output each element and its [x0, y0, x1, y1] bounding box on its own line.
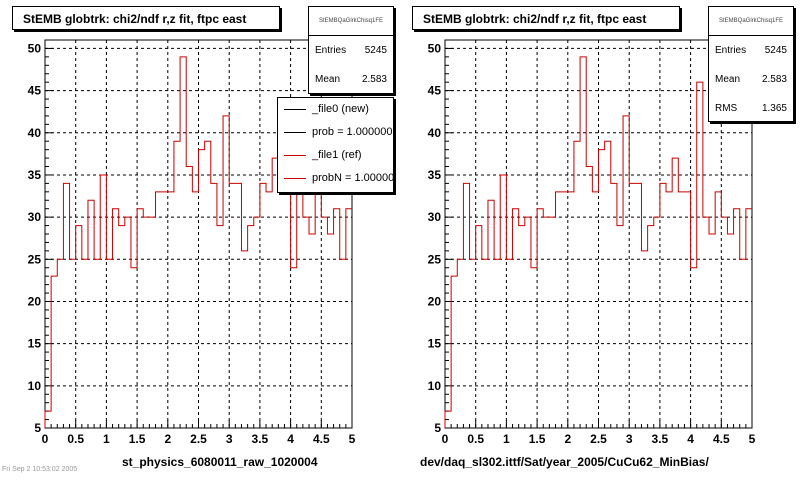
left-x-tick-label-9: 4.5: [313, 432, 330, 446]
right-x-tick-label-10: 5: [749, 432, 756, 446]
right-x-axis-label: dev/daq_sl302.ittf/Sat/year_2005/CuCu62_…: [420, 455, 709, 469]
left-y-tick-label-4: 25: [28, 252, 42, 266]
right-y-tick-label-6: 35: [428, 168, 442, 182]
right-x-tick-label-2: 1: [503, 432, 510, 446]
right-stats-rms: RMS 1.365: [715, 103, 787, 114]
right-x-tick-label-3: 1.5: [529, 432, 546, 446]
left-x-tick-label-0: 0: [42, 432, 49, 446]
legend-line-file1: [284, 155, 306, 156]
left-x-axis-label: st_physics_6080011_raw_1020004: [122, 455, 318, 469]
legend-box: _file0 (new) prob = 1.000000 _file1 (ref…: [277, 97, 394, 193]
right-x-tick-label-0: 0: [442, 432, 449, 446]
right-stats-name: StEMBQaGlrkChisq1FE: [709, 7, 793, 36]
legend-line-file0: [284, 109, 306, 110]
left-x-tick-label-4: 2: [164, 432, 171, 446]
right-y-tick-label-3: 20: [428, 294, 442, 308]
left-y-tick-label-3: 20: [28, 294, 42, 308]
left-y-tick-label-1: 10: [28, 379, 42, 393]
legend-line-prob: [284, 132, 306, 133]
left-chart-title: StEMB globtrk: chi2/ndf r,z fit, ftpc ea…: [12, 6, 280, 30]
legend-line-probn: [284, 178, 306, 179]
right-x-tick-label-1: 0.5: [467, 432, 484, 446]
right-y-tick-label-2: 15: [428, 337, 442, 351]
right-x-tick-label-9: 4.5: [713, 432, 730, 446]
left-x-tick-label-6: 3: [226, 432, 233, 446]
left-stats-mean: Mean 2.583: [315, 74, 387, 85]
right-chart-panel: 0 0.5 1 1.5 2 2.5 3 3.5 4 4.5 5 5 10 15 20 25 30 35 40 45 50…: [400, 0, 800, 480]
left-chart-panel: 0 0.5 1 1.5 2 2.5 3 3.5 4 4.5 5 5 10 15 20 25 30 35 40 45 50…: [2, 6, 394, 473]
legend-entry-file1: _file1 (ref): [278, 144, 393, 167]
right-series-0-line: [444, 56, 752, 428]
right-y-tick-label-0: 5: [434, 421, 441, 435]
legend-entry-file0: _file0 (new): [278, 98, 393, 121]
right-x-tick-label-6: 3: [626, 432, 633, 446]
left-x-tick-label-1: 0.5: [67, 432, 84, 446]
right-y-tick-label-8: 45: [428, 84, 442, 98]
left-x-tick-label-7: 3.5: [252, 432, 269, 446]
left-x-tick-label-8: 4: [287, 432, 294, 446]
left-x-tick-label-5: 2.5: [190, 432, 207, 446]
right-y-tick-label-9: 50: [428, 41, 442, 55]
left-stats-box: StEMBQaGlrkChisq1FE Entries 5245 Mean 2.58…: [308, 6, 394, 94]
left-y-tick-label-5: 30: [28, 210, 42, 224]
legend-entry-prob: prob = 1.000000: [278, 121, 393, 144]
right-x-tick-label-4: 2: [564, 432, 571, 446]
left-y-tick-label-8: 45: [28, 84, 42, 98]
left-y-tick-label-9: 50: [28, 41, 42, 55]
left-y-tick-label-6: 35: [28, 168, 42, 182]
left-y-tick-label-2: 15: [28, 337, 42, 351]
left-x-tick-label-3: 1.5: [129, 432, 146, 446]
left-y-tick-label-0: 5: [34, 421, 41, 435]
timestamp: Fri Sep 2 10:53:02 2005: [2, 466, 78, 473]
right-y-tick-label-1: 10: [428, 379, 442, 393]
left-x-tick-label-2: 1: [103, 432, 110, 446]
left-stats-entries: Entries 5245: [315, 45, 387, 56]
right-x-tick-label-5: 2.5: [590, 432, 607, 446]
right-y-tick-label-5: 30: [428, 210, 442, 224]
right-histogram-svg: 0 0.5 1 1.5 2 2.5 3 3.5 4 4.5 5 5 10 15 20 25 30 35 40 45 50: [428, 39, 756, 446]
right-y-tick-label-7: 40: [428, 126, 442, 140]
right-x-tick-label-7: 3.5: [652, 432, 669, 446]
right-stats-entries: Entries 5245: [715, 45, 787, 56]
right-chart-title: StEMB globtrk: chi2/ndf r,z fit, ftpc ea…: [412, 6, 680, 30]
right-stats-mean: Mean 2.583: [715, 74, 787, 85]
legend-entry-probn: probN = 1.000000: [278, 167, 393, 190]
right-y-tick-label-4: 25: [428, 252, 442, 266]
right-stats-box: StEMBQaGlrkChisq1FE Entries 5245 Mean 2.58…: [708, 6, 794, 122]
left-y-tick-label-7: 40: [28, 126, 42, 140]
right-x-tick-label-8: 4: [687, 432, 694, 446]
left-stats-name: StEMBQaGlrkChisq1FE: [309, 7, 393, 36]
left-x-tick-label-10: 5: [349, 432, 356, 446]
